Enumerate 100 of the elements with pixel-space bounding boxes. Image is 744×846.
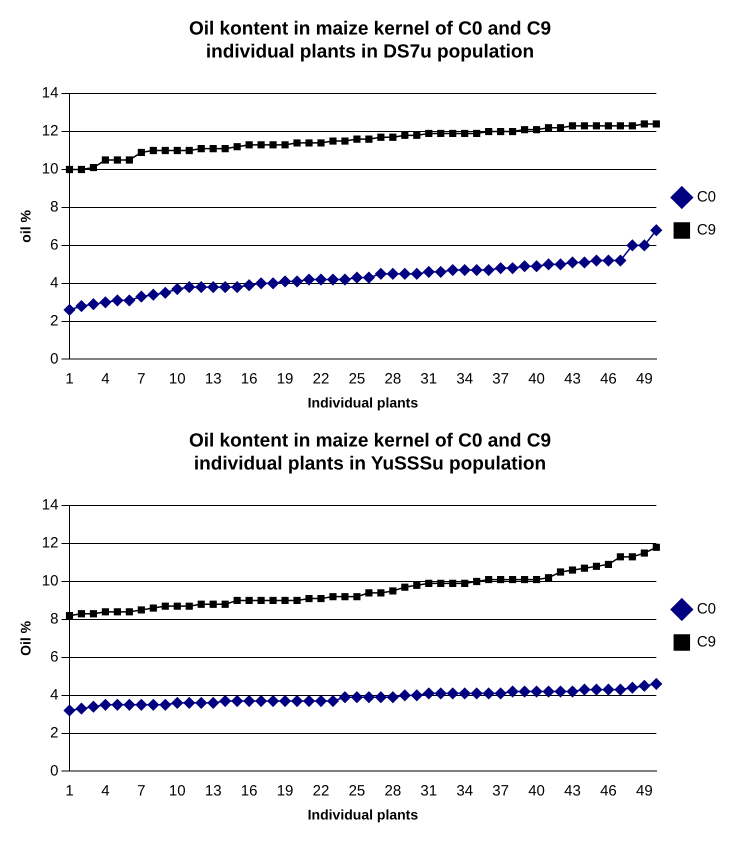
y-tick-label: 6: [50, 648, 58, 666]
point: [556, 568, 564, 576]
point: [425, 580, 432, 587]
point: [246, 141, 253, 148]
point: [365, 136, 372, 143]
x-axis-title: Individual plants: [308, 394, 418, 410]
point: [315, 695, 327, 707]
point: [497, 128, 504, 136]
point: [473, 130, 480, 138]
point: [387, 268, 399, 280]
point: [435, 266, 446, 278]
y-tick-label: 6: [50, 236, 58, 254]
point: [102, 608, 109, 616]
point: [100, 296, 112, 308]
point: [126, 608, 133, 616]
point: [138, 148, 145, 156]
point: [590, 254, 602, 266]
point: [303, 695, 315, 707]
x-tick-label: 28: [384, 782, 402, 800]
point: [243, 279, 255, 291]
point: [184, 281, 195, 293]
point: [387, 691, 399, 703]
point: [66, 612, 74, 620]
y-tick-label: 8: [50, 198, 58, 216]
point: [172, 697, 184, 709]
x-tick-label: 1: [65, 370, 74, 388]
point: [293, 596, 301, 604]
point: [604, 560, 612, 568]
point: [616, 553, 624, 560]
point: [554, 258, 566, 270]
point: [78, 610, 86, 618]
point: [638, 680, 650, 692]
point: [423, 688, 435, 700]
x-tick-label: 28: [384, 370, 402, 388]
point: [291, 695, 303, 707]
point: [341, 137, 349, 145]
point: [628, 122, 636, 130]
point: [389, 134, 396, 141]
x-tick-label: 25: [348, 782, 366, 800]
point: [317, 139, 325, 147]
point: [76, 300, 88, 312]
point: [521, 576, 528, 584]
point: [255, 695, 267, 707]
y-tick-label: 4: [50, 274, 58, 292]
point: [602, 684, 614, 696]
point: [650, 678, 662, 690]
point: [267, 278, 279, 290]
point: [150, 146, 157, 154]
point: [592, 122, 600, 130]
x-tick-label: 40: [528, 370, 545, 388]
chart-title: Oil kontent in maize kernel of C0 and C9 individual plants in YuSSSu population: [188, 430, 552, 474]
point: [638, 240, 650, 252]
point: [353, 136, 360, 143]
point: [494, 262, 506, 274]
point: [413, 132, 420, 139]
point: [329, 593, 337, 600]
point: [544, 574, 552, 582]
point: [195, 697, 207, 709]
point: [162, 146, 169, 154]
point: [148, 288, 160, 300]
x-tick-label: 31: [420, 782, 438, 800]
x-tick-label: 7: [137, 782, 146, 800]
point: [568, 566, 576, 574]
point: [281, 596, 289, 604]
x-tick-label: 22: [312, 782, 330, 800]
point: [114, 156, 121, 164]
point: [437, 130, 444, 138]
point: [446, 688, 458, 700]
point: [231, 695, 243, 707]
point: [234, 143, 241, 150]
point: [136, 290, 148, 302]
point: [425, 130, 432, 138]
point: [446, 264, 458, 276]
point: [626, 240, 638, 252]
y-axis-title: Oil %: [17, 620, 34, 656]
point: [470, 264, 482, 276]
point: [327, 695, 339, 707]
x-tick-label: 4: [101, 370, 110, 388]
x-tick-label: 25: [348, 370, 366, 388]
x-tick-label: 49: [636, 370, 653, 388]
x-tick-label: 46: [600, 782, 617, 800]
point: [317, 594, 325, 602]
point: [222, 600, 229, 608]
point: [363, 691, 375, 703]
point: [509, 576, 516, 584]
point: [174, 146, 181, 154]
point: [351, 272, 363, 284]
y-tick-label: 0: [50, 762, 58, 780]
point: [90, 610, 98, 618]
x-tick-label: 40: [528, 782, 545, 800]
point: [470, 688, 482, 700]
point: [186, 602, 193, 610]
point: [485, 576, 492, 584]
y-tick-label: 12: [42, 122, 58, 140]
chart-title: Oil kontent in maize kernel of C0 and C9 individual plants in DS7u population: [188, 18, 552, 62]
x-tick-label: 10: [168, 782, 186, 800]
point: [399, 690, 411, 702]
point: [556, 124, 564, 132]
point: [88, 700, 100, 712]
point: [90, 164, 98, 172]
